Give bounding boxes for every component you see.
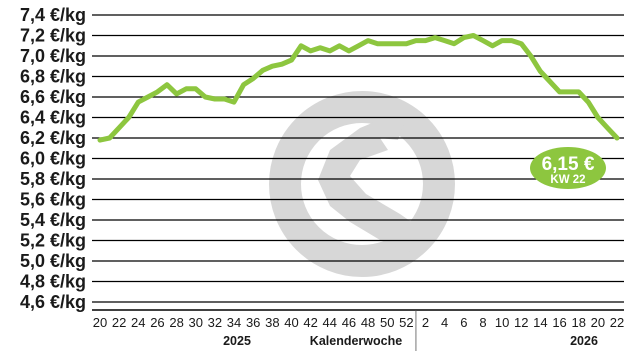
x-tick-label: 22 xyxy=(610,315,624,330)
x-tick-label: 30 xyxy=(189,315,203,330)
x-tick-label: 8 xyxy=(479,315,486,330)
x-tick-label: 44 xyxy=(323,315,337,330)
y-tick-label: 5,4 €/kg xyxy=(20,210,86,230)
latest-value-badge: 6,15 € KW 22 xyxy=(530,147,606,189)
y-tick-label: 7,2 €/kg xyxy=(20,26,86,46)
badge-value-label: 6,15 € xyxy=(542,154,595,175)
grid-lines xyxy=(92,14,624,303)
series-layer xyxy=(97,33,620,143)
badge-ellipse xyxy=(530,147,606,189)
x-tick-label: 40 xyxy=(284,315,298,330)
x-axis-tick-labels: 20 22 24 26 28 30 32 34 36 38 40 42 44 46 48 50 52 2 4 6 8 10… xyxy=(93,315,624,330)
x-tick-label: 36 xyxy=(246,315,260,330)
y-tick-label: 6,4 €/kg xyxy=(20,108,86,128)
x-tick-label: 48 xyxy=(361,315,375,330)
x-tick-label: 18 xyxy=(571,315,585,330)
y-tick-label: 6,2 €/kg xyxy=(20,128,86,148)
x-tick-label: 6 xyxy=(460,315,467,330)
watermark-logo-icon xyxy=(269,91,455,277)
x-tick-label: 2 xyxy=(422,315,429,330)
series-line xyxy=(97,33,620,143)
x-tick-label: 24 xyxy=(131,315,145,330)
x-tick-label: 38 xyxy=(265,315,279,330)
year-label-2025: 2025 xyxy=(223,334,251,348)
x-tick-label: 4 xyxy=(441,315,448,330)
x-tick-label: 20 xyxy=(93,315,107,330)
x-tick-label: 52 xyxy=(399,315,413,330)
x-tick-label: 32 xyxy=(208,315,222,330)
y-tick-label: 4,8 €/kg xyxy=(20,272,86,292)
x-tick-label: 46 xyxy=(342,315,356,330)
x-tick-label: 26 xyxy=(150,315,164,330)
y-tick-label: 5,8 €/kg xyxy=(20,169,86,189)
y-tick-label: 5,2 €/kg xyxy=(20,231,86,251)
y-tick-label: 6,0 €/kg xyxy=(20,149,86,169)
y-tick-label: 6,6 €/kg xyxy=(20,87,86,107)
year-label-2026: 2026 xyxy=(570,334,598,348)
x-tick-label: 34 xyxy=(227,315,241,330)
y-tick-label: 7,4 €/kg xyxy=(20,5,86,25)
y-tick-label: 5,0 €/kg xyxy=(20,251,86,271)
y-axis-labels: 7,4 €/kg7,2 €/kg7,0 €/kg6,8 €/kg6,6 €/kg… xyxy=(20,5,86,312)
x-tick-label: 22 xyxy=(112,315,126,330)
badge-week-label: KW 22 xyxy=(550,174,585,186)
x-tick-label: 20 xyxy=(591,315,605,330)
y-tick-label: 6,8 €/kg xyxy=(20,67,86,87)
x-tick-label: 10 xyxy=(495,315,509,330)
x-tick-label: 42 xyxy=(303,315,317,330)
x-axis-title: Kalenderwoche xyxy=(310,334,402,348)
x-tick-label: 14 xyxy=(533,315,547,330)
x-tick-label: 12 xyxy=(514,315,528,330)
y-tick-label: 7,0 €/kg xyxy=(20,46,86,66)
y-tick-label: 4,6 €/kg xyxy=(20,292,86,312)
x-tick-label: 50 xyxy=(380,315,394,330)
x-tick-label: 28 xyxy=(169,315,183,330)
y-tick-label: 5,6 €/kg xyxy=(20,190,86,210)
x-tick-label: 16 xyxy=(552,315,566,330)
